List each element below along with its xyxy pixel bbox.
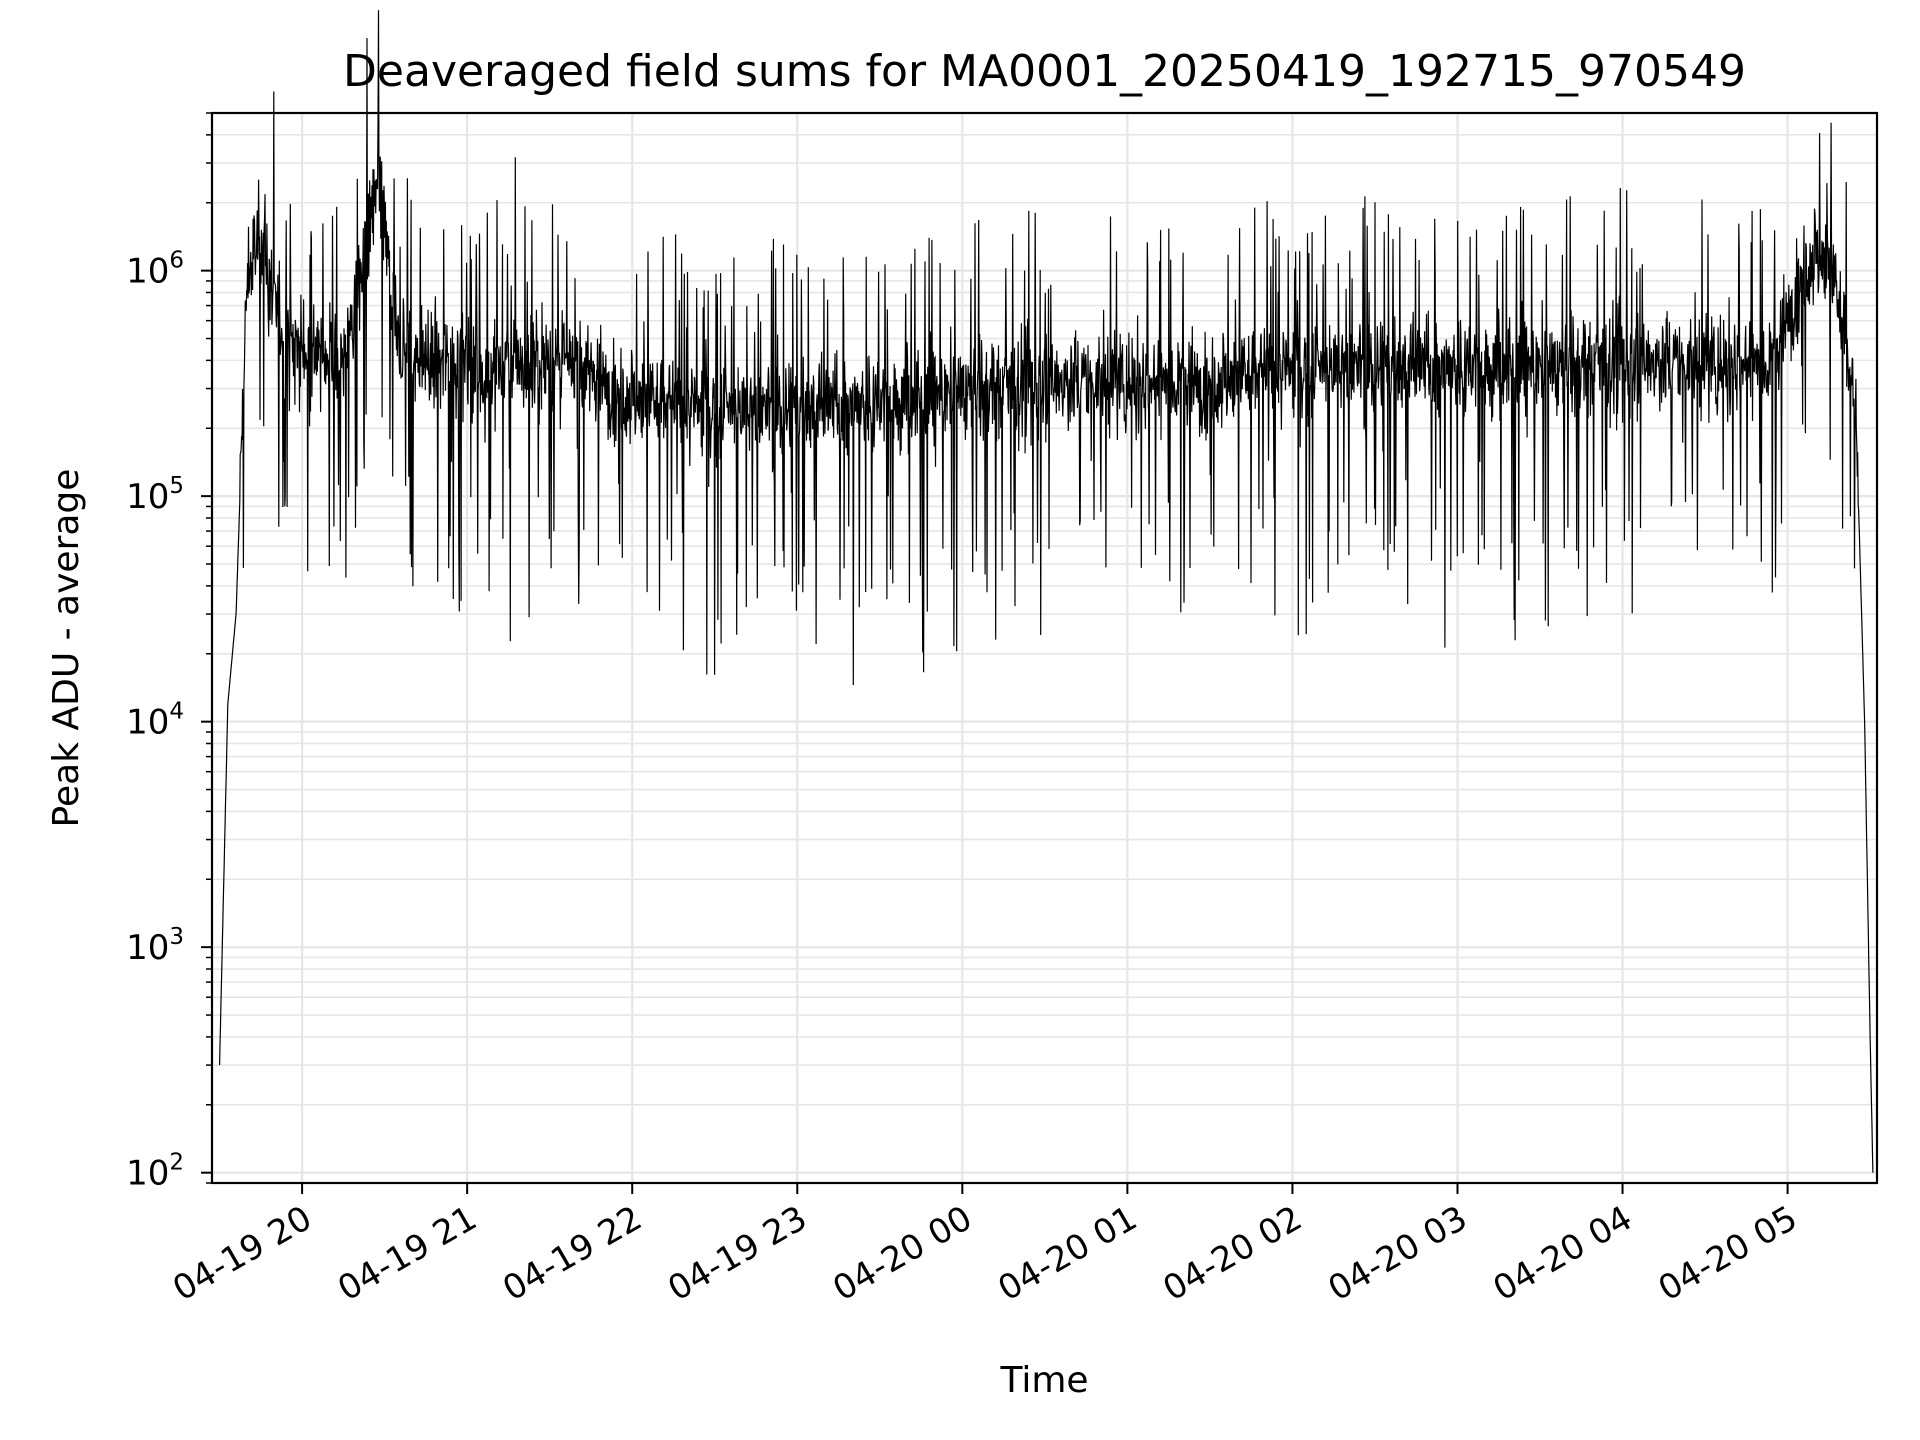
y-tick-label: 105 [126,473,184,517]
y-tick-label: 103 [126,924,184,968]
x-axis-label: Time [999,1360,1088,1401]
grid-lines [212,112,1877,1184]
y-tick-label: 106 [126,248,184,292]
data-series-line [219,10,1874,1173]
y-tick-label: 104 [126,699,184,743]
chart-title: Deaveraged field sums for MA0001_2025041… [343,46,1746,97]
plot-frame [210,111,1879,1185]
y-axis-label: Peak ADU - average [46,469,87,828]
y-tick-label: 102 [126,1150,184,1194]
